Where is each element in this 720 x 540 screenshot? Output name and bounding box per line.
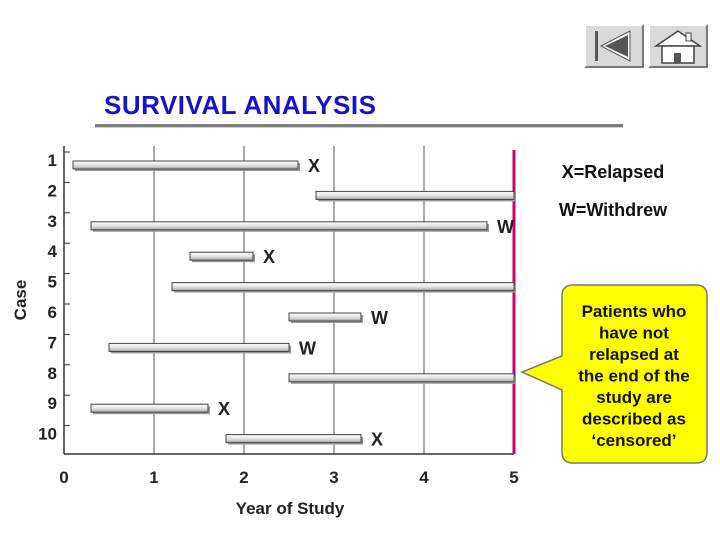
event-marker: W <box>497 217 514 237</box>
case-label: 2 <box>48 181 57 200</box>
x-tick-label: 5 <box>509 468 518 487</box>
x-tick-label: 2 <box>239 468 248 487</box>
survival-bar <box>108 342 290 352</box>
y-axis-title: Case <box>11 280 30 321</box>
survival-bar <box>72 160 299 170</box>
x-tick-label: 3 <box>329 468 338 487</box>
legend-withdrew: W=Withdrew <box>532 190 694 230</box>
case-label: 6 <box>48 303 57 322</box>
callout-line: Patients who <box>582 302 687 321</box>
x-tick-label: 4 <box>419 468 429 487</box>
event-marker: X <box>218 399 230 419</box>
case-label: 4 <box>48 242 58 261</box>
survival-bar <box>288 312 362 322</box>
case-label: 10 <box>38 425 57 444</box>
event-marker: X <box>263 247 275 267</box>
callout-line: have not <box>599 324 669 343</box>
skip-back-icon <box>595 30 631 62</box>
home-icon <box>653 30 703 64</box>
title-underline <box>95 124 623 128</box>
legend-relapsed: X=Relapsed <box>532 152 694 192</box>
event-marker: W <box>371 308 388 328</box>
callout-line: study are <box>596 388 672 407</box>
page-title: SURVIVAL ANALYSIS <box>104 90 377 120</box>
survival-bar <box>171 282 515 292</box>
censored-callout: Patients who have not relapsed at the end o… <box>520 284 708 464</box>
x-tick-label: 1 <box>149 468 158 487</box>
case-label: 7 <box>48 333 57 352</box>
survival-bar <box>288 373 515 383</box>
survival-bar <box>225 434 362 444</box>
case-label: 1 <box>48 151 57 170</box>
survival-bar <box>189 251 254 261</box>
callout-bubble <box>520 284 708 464</box>
callout-line: relapsed at <box>589 345 679 364</box>
event-marker: W <box>299 338 316 358</box>
survival-bar <box>315 190 515 200</box>
callout-line: described as <box>582 410 686 429</box>
case-label: 8 <box>48 364 57 383</box>
survival-bar <box>90 403 209 413</box>
skip-back-button[interactable] <box>584 24 644 68</box>
x-tick-label: 0 <box>59 468 68 487</box>
case-label: 3 <box>48 212 57 231</box>
case-label: 9 <box>48 394 57 413</box>
callout-line: ‘censored’ <box>591 431 676 450</box>
case-label: 5 <box>48 273 57 292</box>
event-marker: X <box>371 430 383 450</box>
survival-bar <box>90 221 488 231</box>
x-axis-title: Year of Study <box>236 499 345 518</box>
callout-line: the end of the <box>578 367 689 386</box>
event-marker: X <box>308 156 320 176</box>
home-button[interactable] <box>648 24 708 68</box>
